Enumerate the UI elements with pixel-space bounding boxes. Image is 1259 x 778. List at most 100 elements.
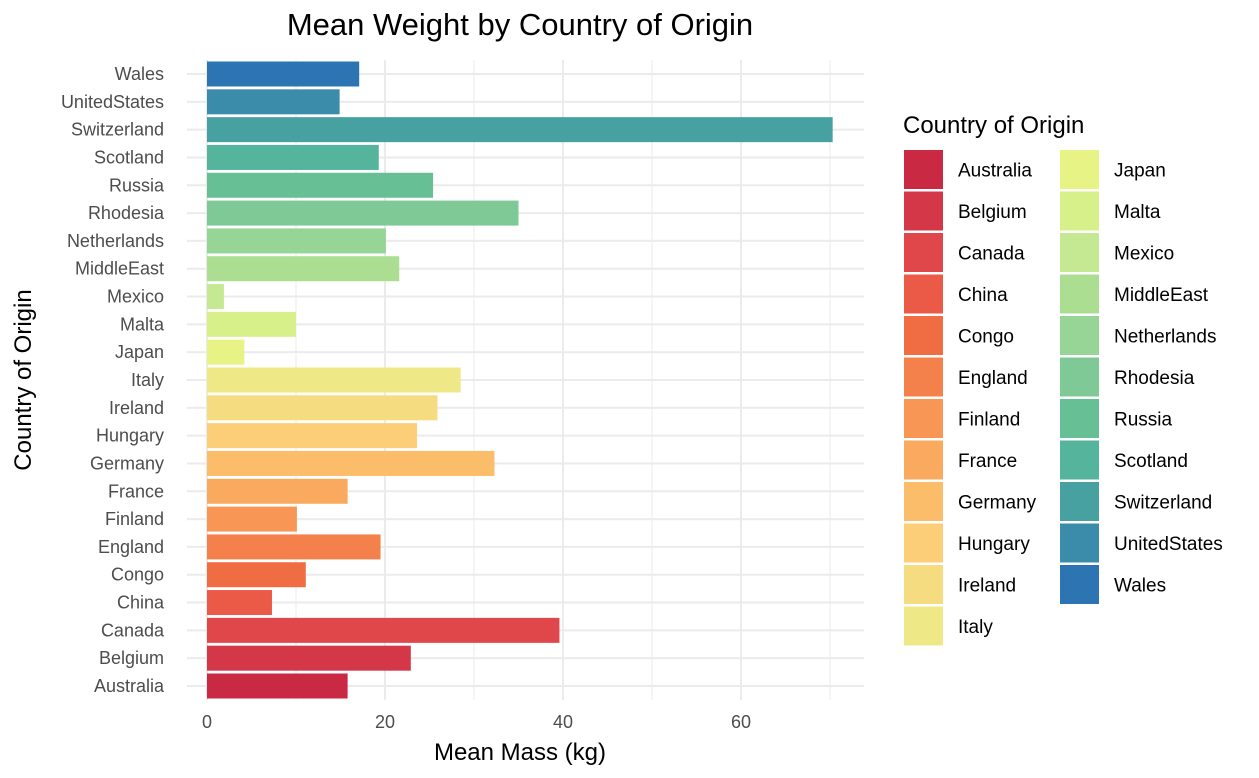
legend-key-Australia [904,150,943,189]
y-tick-label: Italy [131,370,164,390]
legend-label: Australia [958,161,1032,182]
y-tick-label: France [108,481,164,501]
legend-label: England [958,368,1028,389]
x-tick-label: 60 [731,712,751,732]
legend-key-Malta [1060,191,1099,231]
y-axis-title: Country of Origin [10,289,37,470]
legend-key-Netherlands [1060,316,1099,355]
y-tick-label: Congo [111,565,164,585]
y-tick-label: Finland [105,509,164,529]
legend-key-Congo [904,316,943,355]
x-tick-label: 40 [553,712,573,732]
legend-label: Germany [958,493,1037,514]
axes: Australia Belgium Canada China Congo England F… [61,64,751,732]
y-tick-label: UnitedStates [61,92,164,112]
bar-France [207,478,348,504]
legend: Country of Origin Australia Belgium Canada… [903,112,1223,646]
legend-key-Mexico [1060,233,1099,272]
bar-Canada [207,617,560,643]
legend-label: Malta [1114,202,1161,223]
y-tick-label: Scotland [94,147,164,167]
y-tick-label: Germany [90,453,164,473]
y-tick-label: Belgium [99,648,164,668]
legend-key-Italy [904,606,943,646]
y-tick-label: Wales [115,64,164,84]
legend-key-Scotland [1060,440,1099,480]
legend-key-Wales [1060,565,1099,604]
legend-key-Switzerland [1060,482,1099,521]
legend-title: Country of Origin [903,112,1084,139]
bar-Germany [207,450,495,476]
y-tick-label: China [117,593,165,613]
bar-MiddleEast [207,256,400,282]
legend-label: Japan [1114,161,1166,182]
bar-Finland [207,506,297,532]
y-tick-label: MiddleEast [75,259,164,279]
y-tick-label: Rhodesia [88,203,165,223]
legend-key-Rhodesia [1060,357,1099,397]
bar-China [207,590,272,616]
bar-Japan [207,339,245,365]
legend-key-Belgium [904,191,943,231]
legend-key-Finland [904,399,943,438]
legend-key-Canada [904,233,943,272]
bar-Belgium [207,645,411,671]
legend-label: UnitedStates [1114,534,1223,555]
bar-Italy [207,367,461,393]
y-tick-label: Japan [115,342,164,362]
legend-label: China [958,285,1008,306]
legend-key-MiddleEast [1060,274,1099,314]
legend-label: Wales [1114,576,1166,597]
bar-Netherlands [207,228,386,254]
legend-key-Hungary [904,523,943,563]
legend-label: Rhodesia [1114,368,1195,389]
y-tick-label: Switzerland [71,120,164,140]
y-tick-label: Mexico [107,287,164,307]
y-tick-label: Canada [101,620,165,640]
legend-label: Scotland [1114,451,1188,472]
legend-label: Russia [1114,410,1173,431]
bar-Mexico [207,284,224,310]
chart-title: Mean Weight by Country of Origin [287,7,753,42]
bar-Malta [207,311,296,337]
legend-label: Mexico [1114,244,1174,265]
legend-key-Japan [1060,150,1099,189]
legend-label: Congo [958,327,1014,348]
bar-Switzerland [207,117,833,143]
legend-label: Canada [958,244,1025,265]
y-tick-label: Ireland [109,398,164,418]
legend-key-Russia [1060,399,1099,438]
legend-label: Netherlands [1114,327,1216,348]
legend-label: Italy [958,617,993,638]
legend-key-England [904,357,943,397]
legend-label: France [958,451,1017,472]
x-tick-label: 20 [375,712,395,732]
bar-Wales [207,61,360,87]
legend-key-Germany [904,482,943,521]
legend-key-UnitedStates [1060,523,1099,563]
legend-label: Hungary [958,534,1030,555]
bar-UnitedStates [207,89,340,115]
legend-label: Belgium [958,202,1027,223]
y-tick-label: Netherlands [67,231,164,251]
bar-Hungary [207,423,418,449]
y-tick-label: Hungary [96,426,164,446]
legend-label: MiddleEast [1114,285,1209,306]
y-tick-label: England [98,537,164,557]
legend-label: Ireland [958,576,1016,597]
legend-key-Ireland [904,565,943,604]
bar-England [207,534,381,560]
legend-key-China [904,274,943,314]
legend-key-France [904,440,943,480]
bar-Scotland [207,144,379,170]
bar-Congo [207,562,306,588]
legend-label: Switzerland [1114,493,1212,514]
y-tick-label: Russia [109,175,165,195]
bars [207,61,833,699]
x-tick-label: 0 [202,712,212,732]
x-axis-title: Mean Mass (kg) [434,739,606,766]
bar-Australia [207,673,348,699]
legend-label: Finland [958,410,1020,431]
